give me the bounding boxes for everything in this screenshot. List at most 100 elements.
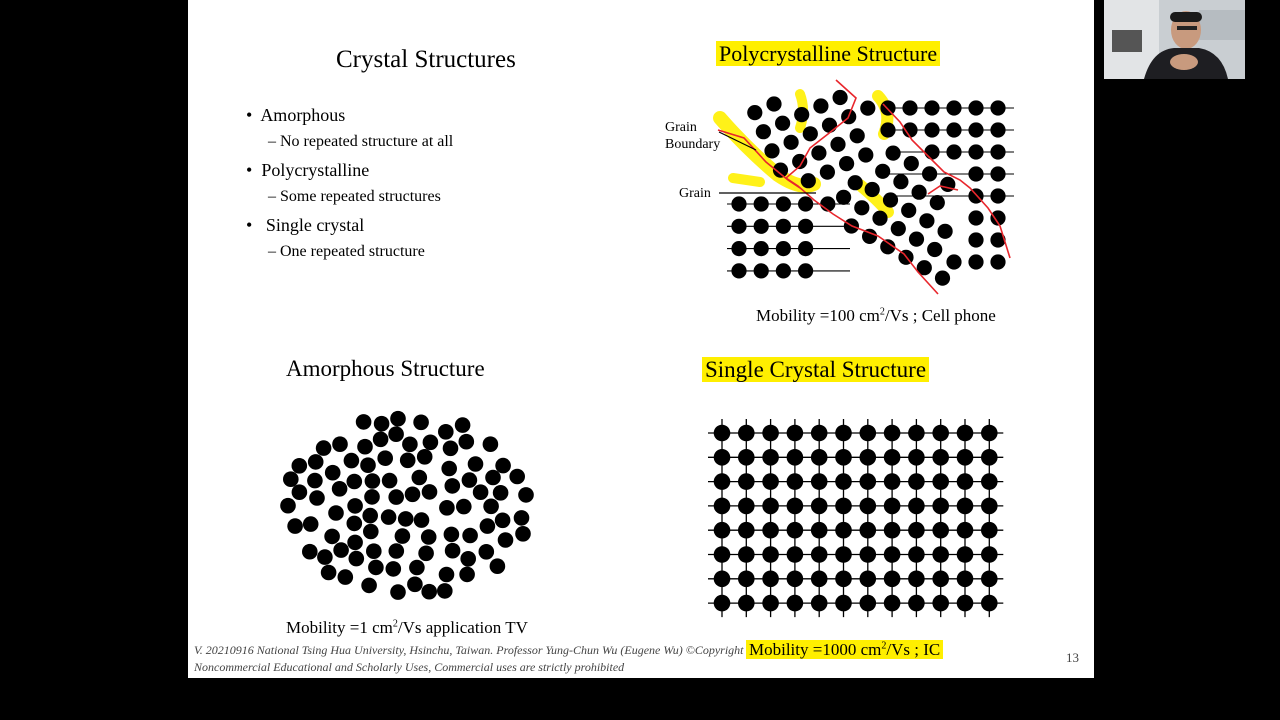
atom [287,518,303,534]
atom [924,122,940,138]
atom [283,471,299,488]
atom [738,424,755,442]
atom [333,542,349,558]
atom [990,232,1006,248]
atom [968,166,984,182]
atom [381,472,398,489]
atom [981,497,998,515]
grain-boundary-line [717,129,801,189]
atom [368,559,384,576]
atom [854,200,870,216]
atom [402,436,418,453]
atom [731,218,747,234]
atom [932,497,949,515]
atom [810,424,828,442]
atom [981,570,998,588]
atom [800,173,816,189]
atom [883,546,901,563]
atom [713,424,731,442]
atom [438,424,454,440]
atom [497,532,514,548]
atom [366,543,382,559]
atom [990,144,1006,160]
atom [388,426,404,443]
atom [880,122,896,138]
copyright-footer: V. 20210916 National Tsing Hua Universit… [194,643,744,674]
sub-bullet-polycrystalline: – Some repeated structures [268,188,441,205]
atom [786,449,804,466]
atom [302,516,319,532]
atom [819,164,836,180]
atom [836,189,852,205]
atom [875,163,891,179]
atom [407,576,423,593]
atom [956,570,974,588]
atom [411,469,428,486]
atom [509,468,525,485]
bullet-amorphous: • Amorphous [246,105,346,125]
atom [932,449,949,466]
atom [908,231,925,247]
atom [441,460,457,477]
atom [830,136,846,152]
atom [738,497,755,515]
atom [315,440,332,456]
atom [404,486,421,503]
atom [968,210,984,226]
atom [883,570,901,588]
atom [946,254,962,270]
atom [990,166,1006,182]
atom [810,546,828,563]
atom [859,521,877,539]
presenter-video-icon [1104,0,1245,79]
atom [347,534,363,551]
atom [813,98,829,114]
atom [956,594,974,612]
atom [932,570,949,588]
atom [864,181,880,198]
atom [361,577,377,594]
poly-title: Polycrystalline Structure [716,41,941,67]
bullet-polycrystalline: • Polycrystalline [246,160,370,180]
atom [364,473,381,489]
atom [946,100,962,116]
atom [713,497,731,515]
atom [908,473,925,490]
atom [859,570,877,588]
atom [328,505,344,521]
atom [347,498,363,514]
atom [482,436,499,453]
atom [786,497,804,515]
atom [331,481,348,497]
atom [872,210,888,226]
atom [394,528,411,544]
atom [786,570,804,588]
atom [731,241,747,257]
atom [753,196,769,212]
atom [783,134,799,150]
atom [762,594,779,612]
atom [908,546,925,563]
atom [810,570,828,588]
atom [902,100,918,116]
atom [373,415,390,432]
atom [981,473,998,490]
atom [847,175,863,191]
atom [835,449,852,466]
atom [981,521,998,539]
atom [458,433,475,450]
atom [755,124,772,140]
atom [981,546,998,563]
atom [355,414,372,430]
atom [775,241,792,257]
atom [810,521,828,539]
page-number: 13 [1066,650,1079,665]
atom [858,147,874,163]
atom [418,545,434,562]
atom [348,550,365,567]
bullet-single-crystal: • Single crystal [246,215,365,235]
atom [762,570,779,588]
atom [421,484,438,500]
atom [908,594,925,612]
slide: Crystal Structures • Amorphous – No repe… [188,0,1094,678]
